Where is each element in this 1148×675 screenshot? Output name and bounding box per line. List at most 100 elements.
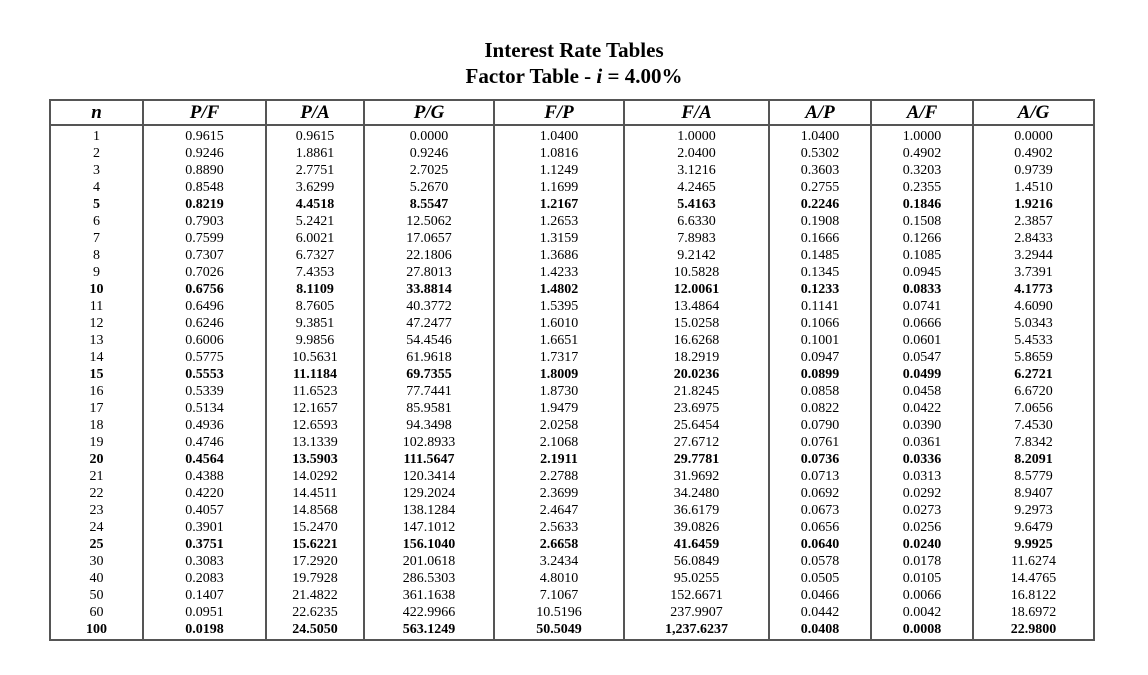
factor-cell: 0.0273 [870, 502, 974, 519]
factor-cell: 0.0673 [768, 502, 872, 519]
factor-cell: 31.9692 [623, 468, 770, 485]
factor-cell: 0.0505 [768, 570, 872, 587]
factor-cell: 0.0042 [870, 604, 974, 621]
factor-cell: 0.0947 [768, 349, 872, 366]
factor-cell: 138.1284 [363, 502, 495, 519]
period-cell: 5 [49, 196, 144, 213]
factor-cell: 9.2973 [972, 502, 1095, 519]
factor-cell: 11.6274 [972, 553, 1095, 570]
factor-cell: 0.0442 [768, 604, 872, 621]
table-row: 9 0.7026 7.4353 27.8013 1.4233 10.5828 0.1345 0… [49, 264, 1095, 281]
factor-cell: 24.5050 [265, 621, 365, 640]
period-cell: 11 [49, 298, 144, 315]
period-cell: 30 [49, 553, 144, 570]
factor-cell: 8.7605 [265, 298, 365, 315]
factor-cell: 5.2670 [363, 179, 495, 196]
factor-cell: 2.3699 [493, 485, 625, 502]
factor-cell: 2.5633 [493, 519, 625, 536]
factor-cell: 0.1085 [870, 247, 974, 264]
factor-cell: 23.6975 [623, 400, 770, 417]
factor-cell: 2.1911 [493, 451, 625, 468]
table-row: 20 0.4564 13.5903 111.5647 2.1911 29.7781 0.07… [49, 451, 1095, 468]
factor-cell: 12.1657 [265, 400, 365, 417]
factor-cell: 9.6479 [972, 519, 1095, 536]
factor-cell: 85.9581 [363, 400, 495, 417]
factor-cell: 69.7355 [363, 366, 495, 383]
table-row: 40 0.2083 19.7928 286.5303 4.8010 95.0255 0.05… [49, 570, 1095, 587]
factor-cell: 40.3772 [363, 298, 495, 315]
table-row: 10 0.6756 8.1109 33.8814 1.4802 12.0061 0.1233… [49, 281, 1095, 298]
period-cell: 40 [49, 570, 144, 587]
factor-cell: 0.5553 [142, 366, 267, 383]
factor-cell: 2.7025 [363, 162, 495, 179]
factor-cell: 0.7903 [142, 213, 267, 230]
factor-cell: 1.2653 [493, 213, 625, 230]
period-cell: 2 [49, 145, 144, 162]
table-row: 22 0.4220 14.4511 129.2024 2.3699 34.2480 0.06… [49, 485, 1095, 502]
factor-cell: 0.1908 [768, 213, 872, 230]
factor-cell: 41.6459 [623, 536, 770, 553]
factor-cell: 9.2142 [623, 247, 770, 264]
factor-cell: 4.2465 [623, 179, 770, 196]
factor-cell: 1.3159 [493, 230, 625, 247]
factor-cell: 4.4518 [265, 196, 365, 213]
factor-cell: 36.6179 [623, 502, 770, 519]
factor-cell: 0.0000 [363, 125, 495, 145]
factor-cell: 7.4530 [972, 417, 1095, 434]
factor-cell: 563.1249 [363, 621, 495, 640]
factor-cell: 0.0313 [870, 468, 974, 485]
factor-cell: 0.7026 [142, 264, 267, 281]
factor-cell: 2.2788 [493, 468, 625, 485]
factor-cell: 11.1184 [265, 366, 365, 383]
table-row: 60 0.0951 22.6235 422.9966 10.5196 237.9907 0.… [49, 604, 1095, 621]
factor-cell: 0.0666 [870, 315, 974, 332]
factor-cell: 27.6712 [623, 434, 770, 451]
factor-cell: 0.7307 [142, 247, 267, 264]
factor-cell: 0.0858 [768, 383, 872, 400]
factor-cell: 0.8548 [142, 179, 267, 196]
factor-cell: 2.4647 [493, 502, 625, 519]
subtitle-prefix: Factor Table - [465, 64, 597, 88]
period-cell: 7 [49, 230, 144, 247]
factor-cell: 1.8009 [493, 366, 625, 383]
factor-cell: 6.7327 [265, 247, 365, 264]
factor-cell: 5.8659 [972, 349, 1095, 366]
factor-cell: 0.0499 [870, 366, 974, 383]
period-cell: 6 [49, 213, 144, 230]
factor-cell: 14.8568 [265, 502, 365, 519]
factor-cell: 19.7928 [265, 570, 365, 587]
factor-cell: 0.5775 [142, 349, 267, 366]
factor-cell: 0.1233 [768, 281, 872, 298]
table-body: 1 0.9615 0.9615 0.0000 1.0400 1.0000 1.0400 1.0… [49, 125, 1095, 640]
factor-cell: 0.9615 [265, 125, 365, 145]
table-row: 19 0.4746 13.1339 102.8933 2.1068 27.6712 0.07… [49, 434, 1095, 451]
factor-cell: 14.4765 [972, 570, 1095, 587]
period-cell: 19 [49, 434, 144, 451]
factor-cell: 13.4864 [623, 298, 770, 315]
table-row: 100 0.0198 24.5050 563.1249 50.5049 1,237.623… [49, 621, 1095, 640]
period-cell: 12 [49, 315, 144, 332]
factor-cell: 1.0816 [493, 145, 625, 162]
factor-cell: 7.0656 [972, 400, 1095, 417]
factor-cell: 0.5339 [142, 383, 267, 400]
table-row: 11 0.6496 8.7605 40.3772 1.5395 13.4864 0.1141… [49, 298, 1095, 315]
period-cell: 9 [49, 264, 144, 281]
column-header: F/P [493, 99, 625, 126]
factor-cell: 29.7781 [623, 451, 770, 468]
factor-cell: 0.0713 [768, 468, 872, 485]
factor-cell: 12.0061 [623, 281, 770, 298]
factor-cell: 34.2480 [623, 485, 770, 502]
factor-cell: 0.1001 [768, 332, 872, 349]
table-row: 25 0.3751 15.6221 156.1040 2.6658 41.6459 0.06… [49, 536, 1095, 553]
factor-cell: 0.0066 [870, 587, 974, 604]
factor-cell: 0.0899 [768, 366, 872, 383]
factor-cell: 0.4057 [142, 502, 267, 519]
table-row: 3 0.8890 2.7751 2.7025 1.1249 3.1216 0.3603 0.3… [49, 162, 1095, 179]
factor-cell: 50.5049 [493, 621, 625, 640]
column-header: P/F [142, 99, 267, 126]
factor-cell: 4.8010 [493, 570, 625, 587]
factor-cell: 0.0000 [972, 125, 1095, 145]
factor-cell: 286.5303 [363, 570, 495, 587]
factor-cell: 10.5631 [265, 349, 365, 366]
header-row: n P/F P/A P/G F/P F/A A/P A/F A/G [49, 99, 1095, 126]
